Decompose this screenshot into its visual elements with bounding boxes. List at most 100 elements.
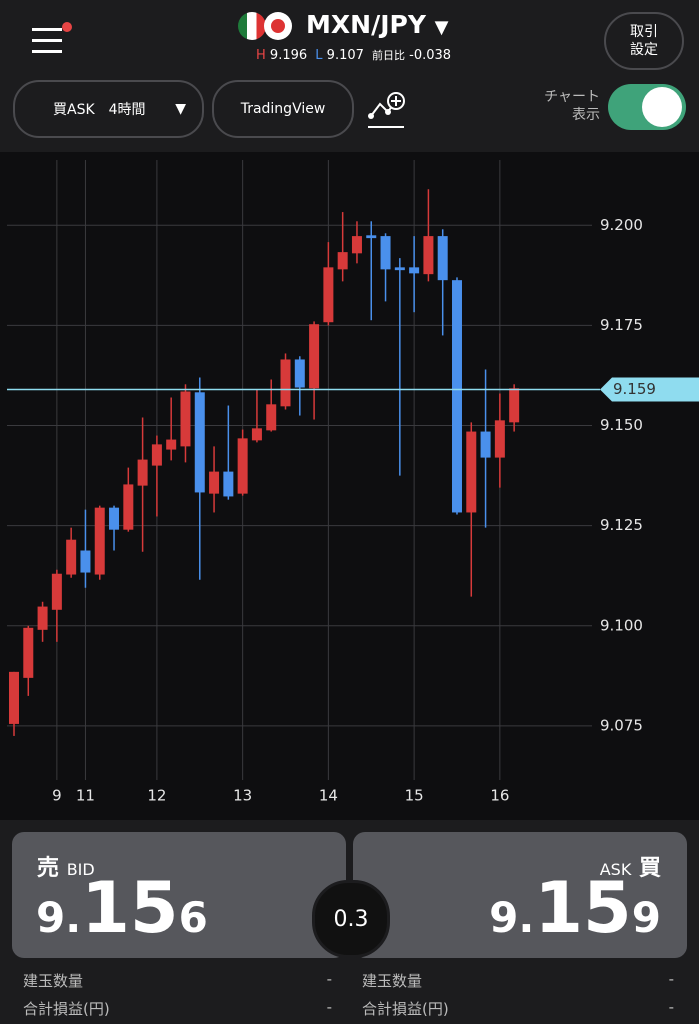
bid-part: 6 xyxy=(178,893,208,942)
bid-part: 9. xyxy=(36,893,82,942)
candle-body xyxy=(237,438,248,494)
candle-body xyxy=(166,439,177,450)
settings-button[interactable]: 取引 設定 xyxy=(604,12,684,70)
pair-select[interactable]: MXN/JPY ▼ xyxy=(306,10,449,39)
change-label: 前日比 xyxy=(372,49,406,62)
candle-body xyxy=(451,280,462,513)
position-value: - xyxy=(326,970,332,988)
candle-body xyxy=(294,359,305,388)
chart: 9 11 12 13 14 15 16 9.075 9.100 9.125 9.150 9.175 9.… xyxy=(0,152,699,820)
candle-body xyxy=(137,459,148,486)
candle-body xyxy=(37,606,48,630)
candle-body xyxy=(209,471,220,494)
candle-body xyxy=(194,392,205,493)
candle-body xyxy=(51,573,62,610)
settings-line: 設定 xyxy=(630,42,658,58)
candle-body xyxy=(180,391,191,447)
change: -0.038 xyxy=(409,48,452,63)
ask-box[interactable] xyxy=(353,832,687,958)
tradingview: TradingView xyxy=(240,101,326,117)
ask-part: 9. xyxy=(489,893,535,942)
x-tick-label: 9 xyxy=(52,787,62,805)
x-tick-label: 14 xyxy=(319,787,338,805)
candle-body xyxy=(423,236,434,275)
position-label: 合計損益(円) xyxy=(362,1000,449,1018)
candle-body xyxy=(109,507,120,530)
ask-part: 9 xyxy=(631,893,661,942)
position-label: 合計損益(円) xyxy=(23,1000,110,1018)
ask-label: 買 xyxy=(638,856,661,881)
candle-body xyxy=(23,627,34,678)
toggle-line: チャート xyxy=(544,89,600,105)
candle-body xyxy=(509,388,520,423)
y-tick-label: 9.175 xyxy=(600,316,643,334)
x-tick-label: 13 xyxy=(233,787,252,805)
bid-box[interactable] xyxy=(12,832,346,958)
low-label: L xyxy=(315,48,323,63)
bid-part: 15 xyxy=(81,867,179,949)
candle-body xyxy=(437,236,448,281)
high: 9.196 xyxy=(269,48,308,63)
candle-body xyxy=(409,267,420,274)
ask-part: 15 xyxy=(534,867,632,949)
candle-body xyxy=(323,267,334,323)
bid-text: BID xyxy=(66,860,95,879)
high-label: H xyxy=(256,48,266,63)
bid-label: 売 xyxy=(37,856,60,881)
ask-price: 9.159 xyxy=(489,868,661,967)
candle-body xyxy=(337,252,348,270)
candle-body xyxy=(94,507,105,575)
candle-body xyxy=(394,267,405,271)
y-tick-label: 9.150 xyxy=(600,416,643,434)
x-tick-label: 11 xyxy=(76,787,95,805)
flags xyxy=(238,12,298,42)
candle-body xyxy=(266,404,277,431)
candle-body xyxy=(80,550,91,573)
current-price-label: 9.159 xyxy=(613,380,656,398)
candle-body xyxy=(380,236,391,270)
toggle-line: 表示 xyxy=(572,107,600,123)
candle-body xyxy=(9,671,19,724)
bid-head: 売 BID xyxy=(37,850,95,882)
x-tick-label: 16 xyxy=(490,787,509,805)
position-label: 建玉数量 xyxy=(23,972,84,990)
x-tick-label: 12 xyxy=(147,787,166,805)
spread-value: 0.3 xyxy=(333,906,369,932)
position-label: 建玉数量 xyxy=(362,972,423,990)
candle-body xyxy=(151,444,162,466)
pair: MXN/JPY xyxy=(306,10,426,39)
position-value: - xyxy=(326,998,332,1016)
candle-body xyxy=(480,431,491,458)
settings-line: 取引 xyxy=(630,24,658,40)
candle-body xyxy=(309,324,320,389)
chart-toggle-label: チャート表示 xyxy=(536,88,600,124)
day-stats: H 9.196 L 9.107 前日比 -0.038 xyxy=(256,47,451,63)
low: 9.107 xyxy=(326,48,364,63)
chart-toggle[interactable] xyxy=(608,84,686,130)
menu-button[interactable] xyxy=(32,22,72,54)
draw-tool-icon[interactable] xyxy=(366,90,406,130)
ask-head: ASK 買 xyxy=(600,850,661,882)
ask-text: ASK xyxy=(599,860,632,879)
position-value: - xyxy=(668,998,674,1016)
candle-body xyxy=(223,471,234,497)
order-type: 買ASK 4時間 xyxy=(53,102,146,118)
candle-body xyxy=(280,359,291,407)
current-price-tag xyxy=(600,377,699,402)
y-tick-label: 9.200 xyxy=(600,216,643,234)
position-value: - xyxy=(668,970,674,988)
candle-body xyxy=(251,428,262,441)
y-tick-label: 9.075 xyxy=(600,716,643,734)
spread: 0.3 xyxy=(312,880,390,958)
tradingview-button[interactable]: TradingView xyxy=(212,80,354,138)
y-tick-label: 9.100 xyxy=(600,616,643,634)
candle-body xyxy=(123,484,134,530)
order-type-select[interactable]: 買ASK 4時間 ▼ xyxy=(13,80,204,138)
candle-body xyxy=(494,420,505,458)
x-tick-label: 15 xyxy=(405,787,424,805)
candle-body xyxy=(366,235,377,239)
candle-body xyxy=(66,539,77,575)
y-tick-label: 9.125 xyxy=(600,516,643,534)
candle-body xyxy=(466,431,477,513)
